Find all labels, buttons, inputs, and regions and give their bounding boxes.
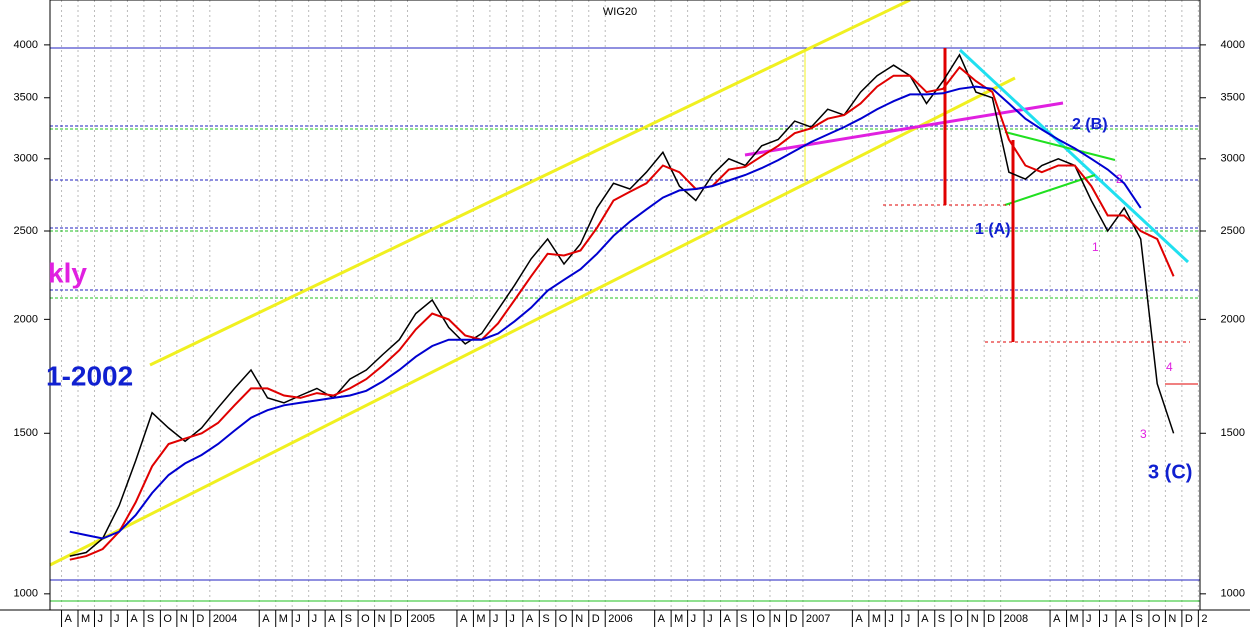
series-line <box>69 53 1175 557</box>
annotation: 1 (A) <box>975 221 1011 238</box>
x-tick-label: O <box>163 613 172 625</box>
x-tick-label: A <box>921 613 929 625</box>
x-tick-label: M <box>1070 613 1079 625</box>
x-tick-label: O <box>361 613 370 625</box>
trend-line <box>744 101 1064 157</box>
x-tick-label: A <box>328 613 336 625</box>
x-tick-label: S <box>1135 613 1142 625</box>
annotation: kly <box>48 257 87 288</box>
x-tick-label: A <box>262 613 270 625</box>
x-tick-label: 2004 <box>213 613 237 625</box>
annotation: 3 (C) <box>1148 461 1192 483</box>
y-tick-label-right: 3500 <box>1221 92 1245 104</box>
x-tick-label: D <box>196 613 204 625</box>
y-tick-label: 3500 <box>14 92 38 104</box>
x-tick-label: A <box>855 613 863 625</box>
x-tick-label: A <box>1119 613 1127 625</box>
x-tick-label: J <box>905 613 911 625</box>
channel-line <box>149 0 911 367</box>
trend-line <box>1004 174 1096 206</box>
x-tick-label: N <box>575 613 583 625</box>
x-tick-label: N <box>180 613 188 625</box>
x-tick-label: S <box>147 613 154 625</box>
x-tick-label: A <box>130 613 138 625</box>
series-line <box>69 65 1175 561</box>
y-tick-label: 1500 <box>14 427 38 439</box>
x-tick-label: 2005 <box>411 613 435 625</box>
x-tick-label: D <box>592 613 600 625</box>
x-tick-label: D <box>789 613 797 625</box>
x-tick-label: 2006 <box>608 613 632 625</box>
series-line <box>69 85 1142 540</box>
x-tick-label: M <box>476 613 485 625</box>
annotation: 1-2002 <box>46 360 133 391</box>
y-tick-label-right: 3000 <box>1221 153 1245 165</box>
x-tick-label: O <box>1152 613 1161 625</box>
x-tick-label: J <box>114 613 120 625</box>
x-tick-label: D <box>1185 613 1193 625</box>
x-tick-label: S <box>542 613 549 625</box>
x-tick-label: J <box>1102 613 1108 625</box>
x-tick-label: M <box>872 613 881 625</box>
y-tick-label: 3000 <box>14 153 38 165</box>
y-tick-label-right: 1500 <box>1221 427 1245 439</box>
levels <box>50 47 1200 602</box>
x-tick-label: J <box>707 613 713 625</box>
x-tick-label: J <box>691 613 697 625</box>
chart-title: WIG20 <box>603 6 637 18</box>
x-tick-label: A <box>460 613 468 625</box>
x-tick-label: M <box>279 613 288 625</box>
x-tick-label: A <box>526 613 534 625</box>
y-tick-label: 4000 <box>14 39 38 51</box>
x-tick-label: N <box>1168 613 1176 625</box>
y-tick-label: 2000 <box>14 313 38 325</box>
x-tick-label: J <box>312 613 318 625</box>
x-tick-label: J <box>295 613 301 625</box>
y-tick-label-right: 2000 <box>1221 313 1245 325</box>
trend-line <box>1004 131 1116 161</box>
x-tick-label: J <box>1086 613 1092 625</box>
annotation: 1 <box>1092 240 1099 254</box>
x-tick-label: N <box>378 613 386 625</box>
x-tick-label: J <box>509 613 515 625</box>
y-tick-label: 2500 <box>14 225 38 237</box>
y-tick-label-right: 1000 <box>1221 588 1245 600</box>
annotation: 3 <box>1140 427 1147 441</box>
x-tick-label: S <box>938 613 945 625</box>
x-tick-label: N <box>971 613 979 625</box>
x-tick-label: A <box>724 613 732 625</box>
x-tick-label: A <box>65 613 73 625</box>
annotation: 2 <box>1116 172 1123 186</box>
channel-line <box>49 76 1016 567</box>
trendlines <box>49 0 1198 567</box>
x-tick-label: 2007 <box>806 613 830 625</box>
x-tick-label: A <box>658 613 666 625</box>
trend-line <box>958 48 1190 264</box>
y-tick-label-right: 4000 <box>1221 39 1245 51</box>
annotation: 2 (B) <box>1072 116 1108 133</box>
x-tick-label: S <box>345 613 352 625</box>
x-tick-label: J <box>493 613 499 625</box>
x-tick-label: A <box>1053 613 1061 625</box>
x-tick-label: S <box>740 613 747 625</box>
x-tick-label: 2008 <box>1004 613 1028 625</box>
x-tick-label: J <box>97 613 103 625</box>
annotation: 4 <box>1166 360 1173 374</box>
x-tick-label: 2 <box>1201 613 1207 625</box>
x-tick-label: J <box>888 613 894 625</box>
x-tick-label: O <box>954 613 963 625</box>
x-tick-label: M <box>81 613 90 625</box>
x-tick-label: N <box>773 613 781 625</box>
y-tick-label-right: 2500 <box>1221 225 1245 237</box>
x-tick-label: D <box>394 613 402 625</box>
x-tick-label: O <box>757 613 766 625</box>
plot <box>69 53 1175 561</box>
x-tick-label: O <box>559 613 568 625</box>
y-tick-label: 1000 <box>14 588 38 600</box>
x-tick-label: D <box>987 613 995 625</box>
x-tick-label: M <box>674 613 683 625</box>
